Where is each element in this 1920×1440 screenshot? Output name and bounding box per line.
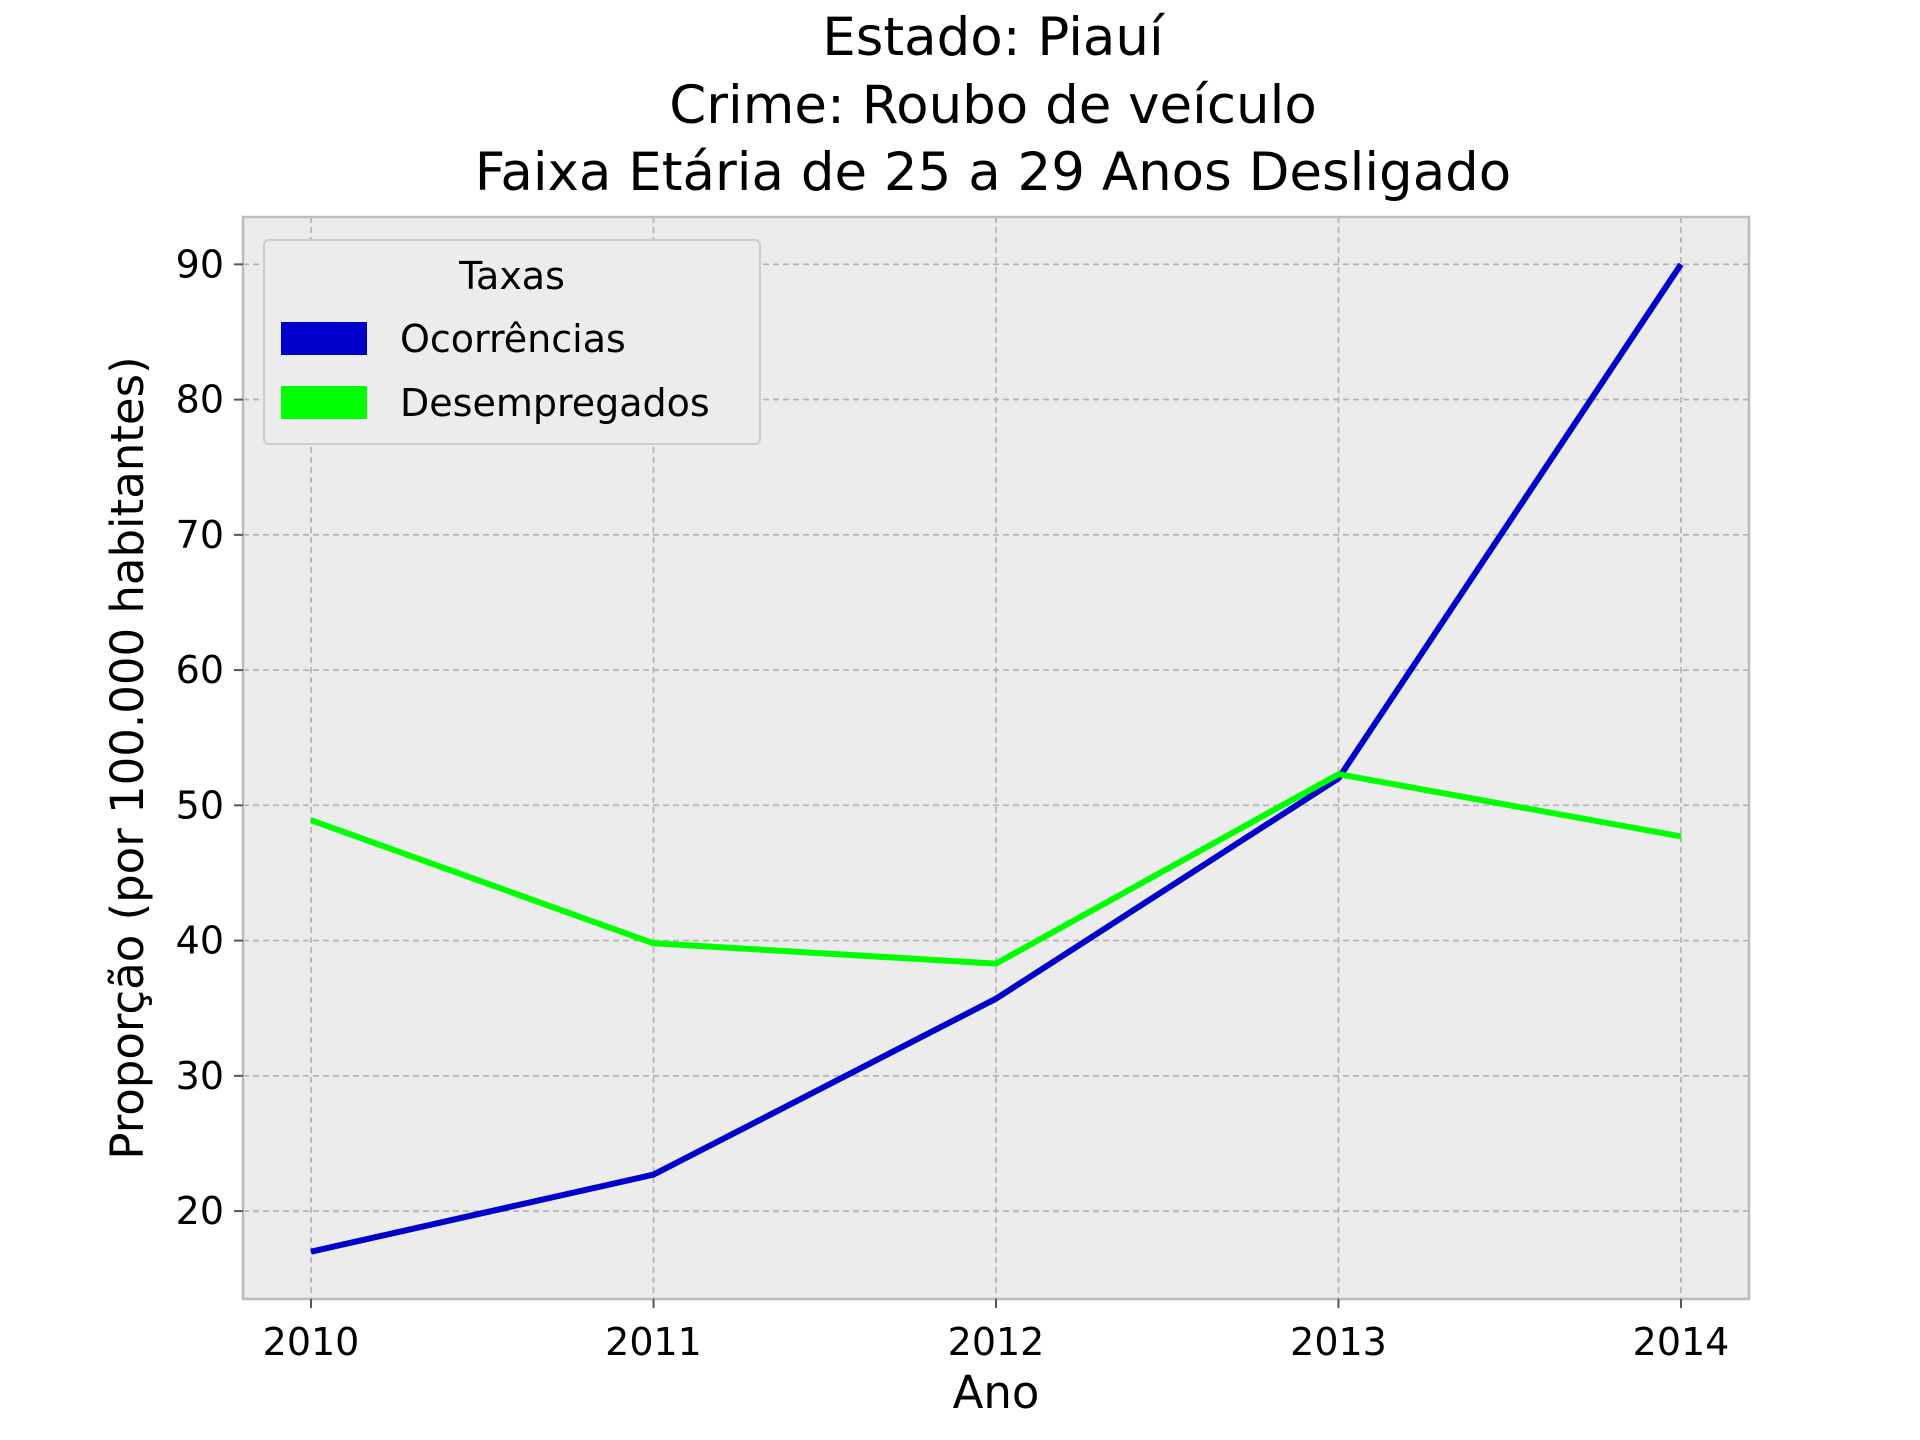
series-line-desempregados [309,771,1682,967]
y-tick-label: 30 [176,1054,224,1098]
x-tick-label: 2010 [263,1320,360,1364]
x-tick-label: 2011 [605,1320,702,1364]
y-tick-label: 60 [176,648,224,692]
y-tick-label: 90 [176,242,224,286]
series-lines [309,262,1684,1255]
y-tick-label: 40 [176,919,224,963]
title-line-3: Faixa Etária de 25 a 29 Anos Desligado [475,142,1512,203]
legend-title: Taxas [458,254,565,298]
title-line-2: Crime: Roubo de veículo [669,75,1317,136]
y-tick-label: 70 [176,513,224,557]
y-axis-label: Proporção (por 100.000 habitantes) [101,356,154,1159]
legend: Taxas Ocorrências Desempregados [263,239,761,445]
legend-label-ocorrencias: Ocorrências [400,317,626,361]
legend-box [263,239,761,445]
y-axis-ticks: 20 30 40 50 60 70 80 90 [176,242,243,1233]
y-tick-label: 80 [176,378,224,422]
legend-swatch-desempregados [281,386,367,419]
y-tick-label: 20 [176,1189,224,1233]
x-axis-label: Ano [953,1366,1040,1419]
y-tick-label: 50 [176,783,224,827]
title-line-1: Estado: Piauí [822,7,1166,68]
x-tick-label: 2012 [948,1320,1045,1364]
legend-swatch-ocorrencias [281,322,367,355]
chart-title: Estado: Piauí Crime: Roubo de veículo Fa… [475,7,1512,203]
x-tick-label: 2013 [1290,1320,1387,1364]
series-line-ocorrencias [310,262,1684,1255]
legend-label-desempregados: Desempregados [400,381,710,425]
x-axis-ticks: 2010 2011 2012 2013 2014 [263,1299,1730,1364]
x-tick-label: 2014 [1633,1320,1730,1364]
